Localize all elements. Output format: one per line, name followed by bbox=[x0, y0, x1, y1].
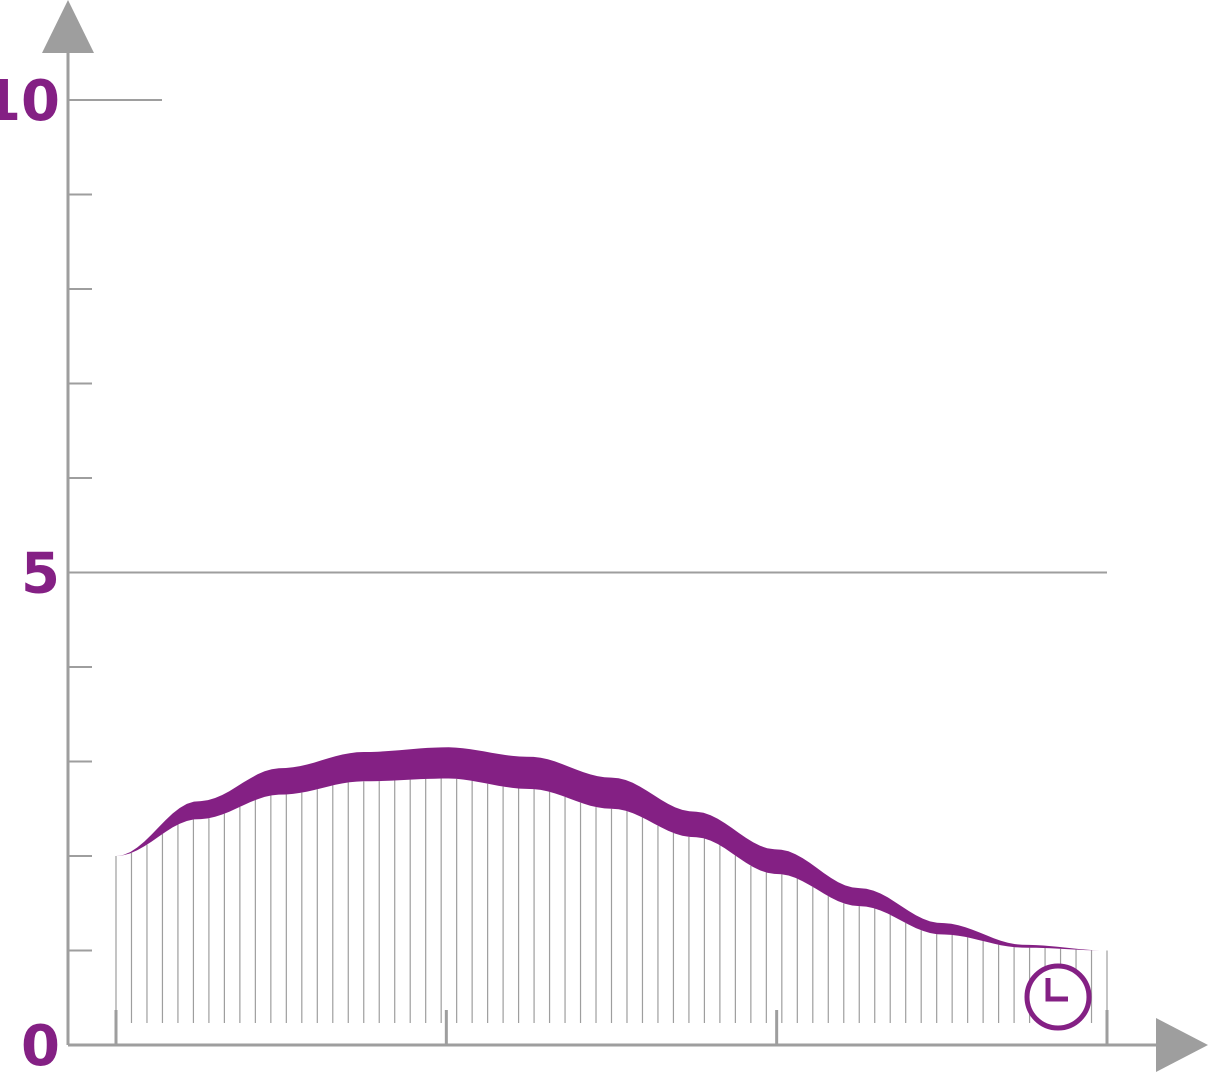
y-ticks bbox=[68, 193, 92, 952]
x-axis-arrow bbox=[1156, 1018, 1208, 1072]
axes bbox=[42, 0, 1208, 1072]
area-band bbox=[116, 747, 1107, 951]
x-ticks bbox=[114, 1010, 1109, 1045]
y-tick-label: 0 bbox=[21, 1014, 60, 1072]
y-axis-arrow bbox=[42, 0, 94, 53]
y-tick-labels: 0 5 10 bbox=[0, 69, 60, 1072]
y-tick-label: 10 bbox=[0, 69, 60, 134]
reference-lines bbox=[68, 99, 1107, 574]
y-tick-label: 5 bbox=[21, 542, 60, 607]
area-hatching bbox=[115, 778, 1108, 1045]
clock-hands bbox=[1045, 978, 1068, 1002]
clock-icon bbox=[1024, 963, 1092, 1031]
